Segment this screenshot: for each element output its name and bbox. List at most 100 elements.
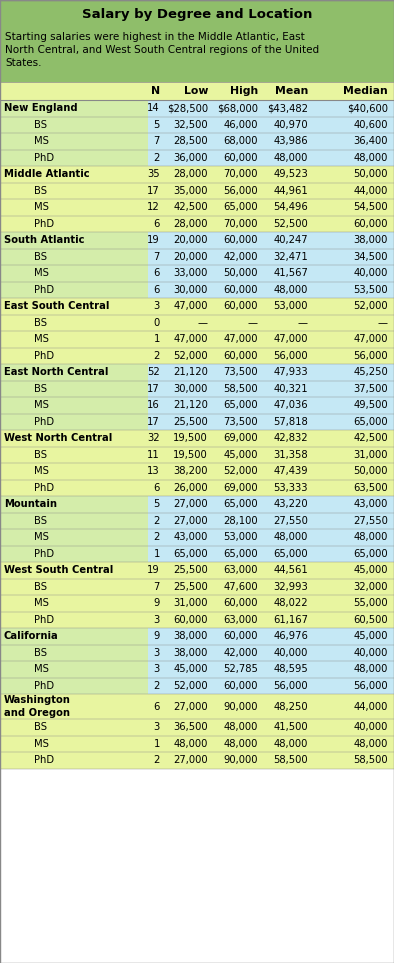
Bar: [0, 133, 148, 149]
Text: 60,000: 60,000: [223, 285, 258, 295]
Text: 28,000: 28,000: [173, 219, 208, 229]
Text: 26,000: 26,000: [173, 482, 208, 493]
Bar: [0, 380, 148, 397]
Text: 65,000: 65,000: [273, 549, 308, 559]
Text: 48,000: 48,000: [174, 739, 208, 749]
Bar: [0, 579, 394, 595]
Text: 47,439: 47,439: [273, 466, 308, 477]
Text: 37,500: 37,500: [353, 383, 388, 394]
Text: 48,000: 48,000: [273, 739, 308, 749]
Text: 53,500: 53,500: [353, 285, 388, 295]
Text: Mountain: Mountain: [4, 499, 57, 509]
Text: 27,000: 27,000: [173, 499, 208, 509]
Text: 20,000: 20,000: [173, 251, 208, 262]
Text: 65,000: 65,000: [223, 549, 258, 559]
Text: 68,000: 68,000: [223, 136, 258, 146]
Text: Middle Atlantic: Middle Atlantic: [4, 169, 89, 179]
Text: 55,000: 55,000: [353, 598, 388, 609]
Text: New England: New England: [4, 103, 78, 114]
Text: 2: 2: [154, 351, 160, 361]
Bar: [0, 315, 394, 331]
Text: MS: MS: [34, 401, 49, 410]
Text: 40,000: 40,000: [273, 648, 308, 658]
Text: 57,818: 57,818: [273, 417, 308, 427]
Text: 50,000: 50,000: [223, 269, 258, 278]
Text: East South Central: East South Central: [4, 301, 110, 311]
Text: 43,000: 43,000: [174, 533, 208, 542]
Text: PhD: PhD: [34, 755, 54, 766]
Text: 13: 13: [147, 466, 160, 477]
Text: 52: 52: [147, 367, 160, 377]
Bar: [0, 736, 148, 752]
Text: 21,120: 21,120: [173, 367, 208, 377]
Text: 6: 6: [154, 482, 160, 493]
Bar: [0, 512, 148, 529]
Text: 27,550: 27,550: [273, 516, 308, 526]
Text: PhD: PhD: [34, 153, 54, 163]
Text: 3: 3: [154, 648, 160, 658]
Text: 65,000: 65,000: [353, 549, 388, 559]
Text: 36,500: 36,500: [173, 722, 208, 732]
Text: 19,500: 19,500: [173, 450, 208, 459]
Text: 2: 2: [154, 516, 160, 526]
Bar: [0, 232, 148, 248]
Text: 40,247: 40,247: [273, 235, 308, 246]
Text: 60,000: 60,000: [223, 598, 258, 609]
Text: 19: 19: [147, 235, 160, 246]
Bar: [0, 248, 394, 265]
Text: 60,000: 60,000: [223, 351, 258, 361]
Text: 43,220: 43,220: [273, 499, 308, 509]
Text: 31,000: 31,000: [173, 598, 208, 609]
Text: 45,000: 45,000: [173, 664, 208, 674]
Text: MS: MS: [34, 598, 49, 609]
Text: MS: MS: [34, 739, 49, 749]
Text: 25,500: 25,500: [173, 582, 208, 591]
Text: 7: 7: [154, 251, 160, 262]
Text: Starting salaries were highest in the Middle Atlantic, East
North Central, and W: Starting salaries were highest in the Mi…: [5, 32, 319, 68]
Text: $28,500: $28,500: [167, 103, 208, 114]
Bar: [0, 628, 148, 644]
Text: PhD: PhD: [34, 219, 54, 229]
Text: 48,250: 48,250: [273, 701, 308, 712]
Text: Mean: Mean: [275, 86, 308, 96]
Text: 90,000: 90,000: [223, 701, 258, 712]
Text: 48,000: 48,000: [354, 739, 388, 749]
Text: 54,496: 54,496: [273, 202, 308, 212]
Text: 58,500: 58,500: [273, 755, 308, 766]
Text: 6: 6: [154, 285, 160, 295]
Text: 2: 2: [154, 755, 160, 766]
Bar: [0, 28, 394, 82]
Text: 25,500: 25,500: [173, 565, 208, 575]
Text: —: —: [248, 318, 258, 327]
Bar: [0, 612, 148, 628]
Text: 73,500: 73,500: [223, 367, 258, 377]
Text: 56,000: 56,000: [353, 351, 388, 361]
Bar: [0, 447, 148, 463]
Text: 17: 17: [147, 383, 160, 394]
Text: MS: MS: [34, 269, 49, 278]
Bar: [0, 661, 148, 678]
Text: 28,000: 28,000: [173, 169, 208, 179]
Text: 60,000: 60,000: [223, 632, 258, 641]
Text: 32: 32: [147, 433, 160, 443]
Bar: [0, 579, 148, 595]
Text: 5: 5: [154, 499, 160, 509]
Text: 43,000: 43,000: [354, 499, 388, 509]
Text: 2: 2: [154, 533, 160, 542]
Text: BS: BS: [34, 648, 47, 658]
Text: BS: BS: [34, 119, 47, 130]
Bar: [0, 529, 148, 545]
Text: 38,000: 38,000: [174, 648, 208, 658]
Text: 53,000: 53,000: [273, 301, 308, 311]
Text: 65,000: 65,000: [173, 549, 208, 559]
Bar: [0, 380, 394, 397]
Text: West South Central: West South Central: [4, 565, 113, 575]
Text: 27,000: 27,000: [173, 701, 208, 712]
Text: 46,976: 46,976: [273, 632, 308, 641]
Text: 27,000: 27,000: [173, 516, 208, 526]
Text: PhD: PhD: [34, 549, 54, 559]
Text: MS: MS: [34, 466, 49, 477]
Text: 46,000: 46,000: [223, 119, 258, 130]
Text: 48,000: 48,000: [354, 153, 388, 163]
Text: Washington
and Oregon: Washington and Oregon: [4, 695, 71, 717]
